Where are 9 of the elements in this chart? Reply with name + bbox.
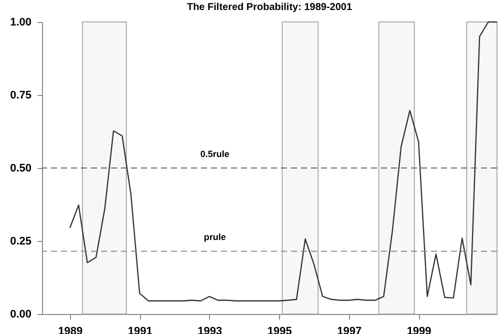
line-series xyxy=(69,21,498,302)
y-tick-label: 0.25 xyxy=(10,236,32,248)
y-tick-label: 0.00 xyxy=(10,308,32,320)
y-tick-label: 1.00 xyxy=(10,16,32,28)
ref-line-label: 0.5rule xyxy=(200,149,230,159)
y-tick-label: 0.75 xyxy=(10,90,32,102)
chart-title: The Filtered Probability: 1989-2001 xyxy=(186,2,352,13)
y-tick-label: 0.50 xyxy=(10,162,32,174)
ref-line-label: prule xyxy=(204,232,226,242)
